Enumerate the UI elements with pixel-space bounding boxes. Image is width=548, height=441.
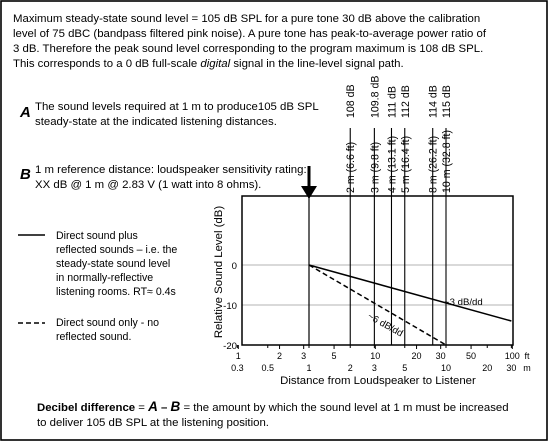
series-steady-state-label: ~3 dB/dd [444, 297, 483, 308]
section-a-line-2: steady-state at the indicated listening … [35, 116, 277, 128]
distance-label: 4 m (13.1 ft) [386, 136, 398, 193]
x-unit-m: m [523, 363, 531, 373]
x-tick-label-m: 20 [482, 363, 492, 373]
reference-arrow-icon [301, 166, 317, 199]
x-tick-label-ft: 10 [370, 351, 380, 361]
intro-line-4: This corresponds to a 0 dB full-scale di… [13, 58, 404, 70]
distance-label: 3 m (9.8 ft) [369, 142, 381, 193]
level-label: 115 dB [441, 85, 453, 118]
footer-a: A [147, 399, 158, 414]
legend-solid-line-3: steady-state sound level [56, 258, 170, 270]
y-axis-label: Relative Sound Level (dB) [213, 206, 225, 339]
intro-line-4-pre: This corresponds to a 0 dB full-scale [13, 58, 200, 70]
x-tick-label-ft: 1 [236, 351, 241, 361]
footer-b: B [171, 399, 181, 414]
x-tick-label-ft: 5 [332, 351, 337, 361]
intro-line-3: 3 dB. Therefore the peak sound level cor… [13, 43, 483, 55]
intro-line-1: Maximum steady-state sound level = 105 d… [13, 13, 480, 25]
series-direct-line [308, 264, 447, 346]
x-tick-label-m: 1 [306, 363, 311, 373]
distance-label: 5 m (16.4 ft) [400, 136, 412, 193]
distance-labels: 108 dB 2 m (6.6 ft) 109.8 dB 3 m (9.8 ft) 11… [345, 76, 453, 193]
intro-line-4-em: digital [200, 58, 230, 70]
distance-label: 2 m (6.6 ft) [345, 142, 357, 193]
axis-ticks: 0-10-201 2 3 5 10 20 30 50 100 ft0.3 0.5 1 2 3 5 10 20 30… [223, 261, 531, 373]
section-b-letter: B [20, 166, 31, 183]
x-tick-label-m: 30 [506, 363, 516, 373]
x-tick-label-m: 0.5 [262, 363, 275, 373]
distance-lines [308, 128, 447, 345]
level-label: 111 dB [386, 86, 398, 118]
plot-frame [241, 195, 514, 346]
x-tick-label-ft: 3 [301, 351, 306, 361]
level-label: 114 dB [428, 85, 440, 118]
legend-dashed-line-2: reflected sound. [56, 331, 131, 343]
x-tick-label-ft: 50 [466, 351, 476, 361]
x-tick-label-ft: 100 [505, 351, 520, 361]
x-tick-label-m: 0.3 [231, 363, 244, 373]
x-tick-label-ft: 2 [277, 351, 282, 361]
footer-dash: – [158, 402, 171, 414]
intro-line-4-post: signal in the line-level signal path. [230, 58, 404, 70]
series-direct-label: ~6 dB/dd [366, 311, 405, 339]
x-unit-ft: ft [524, 351, 530, 361]
x-tick-label-m: 10 [441, 363, 451, 373]
series-steady-state-line [308, 264, 512, 322]
distance-label: 10 m (32.8 ft) [441, 130, 453, 193]
footer-term: Decibel difference [37, 402, 135, 414]
section-a-line-1: The sound levels required at 1 m to prod… [35, 101, 319, 113]
level-label: 109.8 dB [369, 76, 381, 118]
legend-solid-line-2: reflected sounds – i.e. the [56, 244, 177, 256]
legend-solid-line-1: Direct sound plus [56, 230, 138, 242]
x-tick-label-ft: 20 [412, 351, 422, 361]
x-axis-label: Distance from Loudspeaker to Listener [280, 375, 476, 387]
level-label: 108 dB [345, 84, 357, 118]
legend-dashed-line-1: Direct sound only - no [56, 317, 159, 329]
x-tick-label-ft: 30 [436, 351, 446, 361]
section-b-line-2: XX dB @ 1 m @ 2.83 V (1 watt into 8 ohms… [35, 179, 261, 191]
y-tick-label: -20 [223, 341, 237, 352]
section-a-letter: A [19, 104, 31, 121]
x-tick-label-m: 2 [348, 363, 353, 373]
y-tick-label: 0 [232, 261, 237, 272]
level-label: 112 dB [400, 85, 412, 118]
x-tick-label-m: 5 [402, 363, 407, 373]
intro-line-2: level of 75 dBC (bandpass filtered pink … [13, 28, 487, 40]
section-b-line-1: 1 m reference distance: loudspeaker sens… [35, 164, 307, 176]
distance-label: 8 m (26.2 ft) [428, 136, 440, 193]
footer-rest: = the amount by which the sound level at… [180, 402, 508, 414]
footer-line-1: Decibel difference = A – B = the amount … [37, 399, 509, 414]
footer-eq: = [135, 402, 148, 414]
y-tick-label: -10 [223, 301, 237, 312]
legend-solid-line-4: in normally-reflective [56, 272, 153, 284]
footer-line-2: to deliver 105 dB SPL at the listening p… [37, 417, 269, 429]
x-tick-label-m: 3 [372, 363, 377, 373]
legend-solid-line-5: listening rooms. RT≈ 0.4s [56, 286, 176, 298]
